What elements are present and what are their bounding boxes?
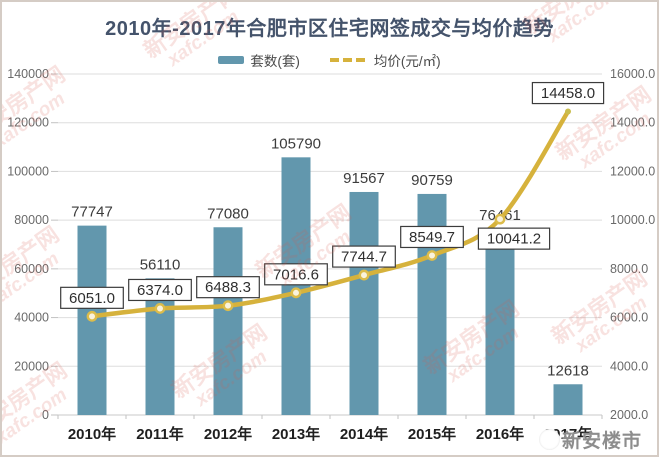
price-value-label: 10041.2 <box>487 231 541 248</box>
legend-label-line: 均价(元/㎡) <box>373 54 441 69</box>
price-label-box <box>477 227 551 250</box>
right-axis-tick-label: 10000.0 <box>610 213 655 227</box>
left-axis-tick-label: 0 <box>42 408 49 422</box>
bar <box>485 228 515 415</box>
price-value-label: 6051.0 <box>69 290 115 307</box>
line-series-swatch <box>329 58 368 62</box>
right-axis-tick-label: 4000.0 <box>610 359 648 373</box>
bar <box>145 278 175 415</box>
x-axis-label: 2010年 <box>68 425 116 443</box>
left-axis-tick-label: 120000 <box>7 116 49 130</box>
right-axis-tick-label: 14000.0 <box>610 116 655 130</box>
legend: 套数(套) 均价(元/㎡) <box>2 50 657 70</box>
x-axis-label: 2014年 <box>340 425 388 443</box>
x-axis-label: 2011年 <box>136 425 184 443</box>
bar-value-label: 56110 <box>140 256 181 273</box>
left-axis-tick-label: 20000 <box>14 359 49 373</box>
bar-value-label: 77747 <box>71 204 113 221</box>
line-point-marker <box>494 213 506 225</box>
left-axis-tick-label: 140000 <box>7 67 49 81</box>
price-label-box <box>332 245 396 268</box>
bar-series-swatch <box>218 56 245 64</box>
bar <box>213 227 243 415</box>
bar-value-label: 90759 <box>411 172 453 189</box>
brand-logo-text: 新安楼市 <box>562 431 643 452</box>
price-value-label: 6488.3 <box>205 279 251 296</box>
price-label-box <box>400 225 464 249</box>
right-axis-tick-label: 8000.0 <box>610 262 648 276</box>
price-value-label: 14458.0 <box>541 85 595 102</box>
left-axis-tick-label: 80000 <box>14 213 49 227</box>
brand-logo-icon <box>539 429 560 450</box>
bar-value-label: 12618 <box>547 362 589 379</box>
price-label-box <box>60 286 124 309</box>
line-point-marker <box>290 287 302 299</box>
brand-logo: 新安楼市 <box>539 426 642 453</box>
right-axis-tick-label: 12000.0 <box>610 164 655 178</box>
price-value-label: 7016.6 <box>273 266 319 283</box>
line-point-marker <box>86 310 98 322</box>
x-axis-label: 2015年 <box>408 425 456 443</box>
price-label-box <box>531 81 605 105</box>
left-axis-tick-label: 60000 <box>14 262 49 276</box>
right-axis-tick-label: 6000.0 <box>610 311 648 325</box>
line-point-marker <box>426 250 438 261</box>
line-point-marker <box>565 108 571 115</box>
x-axis-label: 2013年 <box>272 425 320 443</box>
bar <box>349 191 379 415</box>
page-title: 2010年-2017年合肥市区住宅网签成交与均价趋势 <box>105 18 554 40</box>
legend-item-bars: 套数(套) <box>218 50 300 70</box>
legend-item-line: 均价(元/㎡) <box>329 50 441 70</box>
bar-value-label: 105790 <box>271 135 321 152</box>
x-axis-label: 2016年 <box>476 425 524 443</box>
bar-value-label: 91567 <box>343 170 385 187</box>
line-point-marker <box>358 269 370 281</box>
right-axis-tick-label: 16000.0 <box>610 67 655 81</box>
right-axis-tick-label: 2000.0 <box>610 408 648 422</box>
x-axis-label: 2012年 <box>204 425 252 443</box>
bar-value-label: 77080 <box>207 205 249 222</box>
bar <box>281 157 311 415</box>
price-label-box <box>264 263 328 286</box>
price-value-label: 6374.0 <box>137 282 183 299</box>
line-point-marker <box>154 303 166 314</box>
price-label-box <box>196 276 260 299</box>
legend-label-bars: 套数(套) <box>250 54 300 69</box>
price-value-label: 8549.7 <box>409 229 455 246</box>
price-label-box <box>128 278 192 302</box>
price-value-label: 7744.7 <box>341 249 387 266</box>
left-axis-tick-label: 100000 <box>7 164 49 178</box>
line-point-marker <box>222 300 234 312</box>
bar <box>553 384 583 415</box>
left-axis-tick-label: 40000 <box>14 311 49 325</box>
